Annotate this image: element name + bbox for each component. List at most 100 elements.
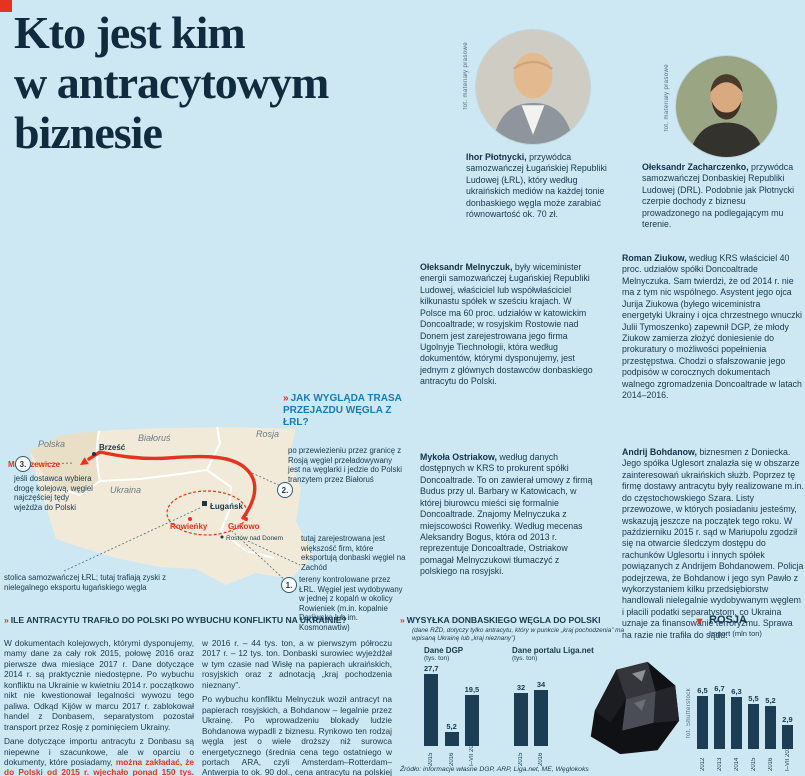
country-label-russia: Rosja	[256, 429, 279, 439]
article-paragraph: Dane dotyczące importu antracytu z Donba…	[4, 736, 194, 776]
jacket-shape	[688, 122, 765, 157]
bar-value-label: 6,3	[731, 687, 742, 696]
bar-column: 6,7 2013	[714, 684, 725, 771]
map-header-text: JAK WYGLĄDA TRASA PRZEJAZDU WĘGLA Z ŁRL?	[283, 393, 402, 428]
coal-route-line	[87, 450, 257, 520]
beard-shape	[711, 100, 742, 120]
map-annotation-capital: stolica samozwańczej ŁRL; tutaj trafiają…	[4, 573, 167, 592]
leader-line	[231, 530, 287, 582]
bar	[444, 732, 459, 746]
portrait-plotnicki-illustration	[476, 30, 590, 144]
country-border	[206, 469, 275, 559]
coal-section-subtitle: (dane RŻD, dotyczy tylko antracytu, któr…	[412, 627, 625, 642]
source-line: Źródło: informacje własne DGP, ARP, Liga…	[400, 766, 589, 773]
bar-category-label: 2013	[716, 757, 723, 771]
coal-highlight	[633, 699, 646, 711]
bio-name: Ołeksandr Melnyczuk,	[420, 262, 513, 272]
bio-text: biznesmen z Doniecka. Jego spółka Ugleso…	[622, 447, 804, 640]
bar-category-label: 2015	[428, 752, 435, 766]
map-callout-number-3: 3.	[15, 456, 31, 472]
bio-text: według danych dostępnych w KRS to prokur…	[420, 452, 593, 577]
city-dot-brzesc	[92, 452, 96, 456]
coal-facet	[594, 669, 627, 723]
bar-category-label: 2014	[733, 757, 740, 771]
country-label-ukraine: Ukraina	[110, 485, 141, 495]
bio-name: Ihor Płotnycki,	[466, 152, 527, 162]
coal-facet	[653, 685, 680, 723]
bar-column: 5,5 2015	[748, 694, 759, 771]
bar	[424, 674, 439, 746]
rosja-bar-chart: 6,5 2012 6,7 2013 6,3 2014 5,5 2015 5,2 2016 2,9 I–…	[697, 684, 793, 771]
article-column-1: W dokumentach kolejowych, którymi dyspon…	[4, 638, 194, 776]
capital-marker-lugansk	[202, 501, 207, 506]
bar	[765, 706, 776, 749]
article-paragraph: Po wybuchu konfliktu Melnyczuk woził ant…	[202, 694, 392, 776]
bio-melnyczuk: Ołeksandr Melnyczuk, były wiceminister e…	[420, 262, 594, 388]
route-map: Polska Białoruś Rosja Ukraina Brześć Mał…	[8, 426, 313, 585]
portrait-photo-plotnicki	[476, 30, 590, 144]
liga-group-label: Dane portalu Liga.net (tys. ton)	[512, 646, 594, 662]
group-name: Dane DGP	[424, 646, 464, 655]
bar-column: 2,9 I–VII 2017	[782, 715, 793, 771]
dgp-group-label: Dane DGP (tys. ton)	[424, 646, 463, 662]
coal-photo	[590, 661, 680, 755]
bar	[714, 694, 725, 749]
bar-value-label: 6,5	[697, 686, 708, 695]
bar-column: 6,5 2012	[697, 686, 708, 771]
bar-column: 34 2016	[534, 680, 548, 766]
bio-ostriakow: Mykoła Ostriakow, według danych dostępny…	[420, 452, 594, 578]
city-dot-rostow	[220, 535, 224, 539]
arrow-down-icon: ▼	[694, 616, 705, 628]
coal-facet	[622, 691, 656, 731]
bar-category-label: I–VII 2017	[784, 743, 791, 771]
group-name: Dane portalu Liga.net	[512, 646, 594, 655]
bio-text: były wiceminister energii samozwańczej Ł…	[420, 262, 593, 387]
bio-name: Ołeksandr Zacharczenko,	[642, 162, 749, 172]
bio-name: Mykoła Ostriakow,	[420, 452, 497, 462]
liga-bar-chart: 32 2015 34 2016	[514, 680, 548, 766]
bar	[731, 697, 742, 749]
bar-category-label: 2016	[767, 757, 774, 771]
bar-value-label: 2,9	[782, 715, 793, 724]
city-label-brzesc: Brześć	[99, 443, 126, 452]
bar-column: 32 2015	[514, 683, 528, 766]
map-section-header: » JAK WYGLĄDA TRASA PRZEJAZDU WĘGLA Z ŁRL…	[283, 393, 417, 428]
bar	[748, 704, 759, 749]
rosja-chart-title: ROSJA	[709, 614, 747, 626]
country-border	[95, 430, 101, 482]
shirt-shape	[521, 105, 545, 135]
group-unit: (tys. ton)	[512, 655, 538, 662]
city-label-rowienky: Rowieńky	[170, 522, 208, 531]
map-annotation-lrl-territory: tereny kontrolowane przez ŁRL. Węgiel je…	[299, 575, 403, 632]
bar-column: 5,2 2016	[765, 696, 776, 771]
bar-column: 6,3 2014	[731, 687, 742, 771]
bar-category-label: 2016	[448, 752, 455, 766]
city-label-gukowo: Gukowo	[228, 522, 260, 531]
bio-text: przywódca samozwańczej Donbaskiej Republ…	[642, 162, 795, 230]
bar-value-label: 5,5	[748, 694, 759, 703]
city-label-lugansk: Ługańsk	[210, 502, 243, 511]
bar-value-label: 27,7	[424, 664, 439, 673]
country-border	[99, 469, 208, 482]
portrait-photo-zacharczenko	[676, 56, 777, 157]
photo-credit: fot. Shutterstock	[686, 688, 692, 739]
map-annotation-rostov-firms: tutaj zarejestrowana jest większość firm…	[301, 534, 406, 572]
bar-category-label: 2016	[538, 752, 544, 766]
country-label-belarus: Białoruś	[138, 433, 171, 443]
city-label-rostow: Rostów nad Donem	[226, 535, 283, 542]
country-border	[206, 426, 222, 471]
chevron-icon: »	[4, 615, 9, 625]
bar-category-label: 2012	[699, 757, 706, 771]
bio-text: według KRS właściciel 40 proc. udziałów …	[622, 253, 802, 401]
bar-column: 27,7 2015	[424, 664, 439, 766]
bar-value-label: 19,5	[464, 685, 480, 694]
bar-category-label: 2015	[518, 752, 524, 766]
bar-value-label: 32	[516, 683, 526, 692]
article-paragraph: W dokumentach kolejowych, którymi dyspon…	[4, 638, 194, 732]
article-header-text: ILE ANTRACYTU TRAFIŁO DO POLSKI PO WYBUC…	[10, 615, 347, 625]
face-shape	[513, 52, 553, 99]
leader-line	[33, 462, 75, 465]
hair-shape	[710, 74, 743, 93]
portrait-zacharczenko-illustration	[676, 56, 777, 157]
